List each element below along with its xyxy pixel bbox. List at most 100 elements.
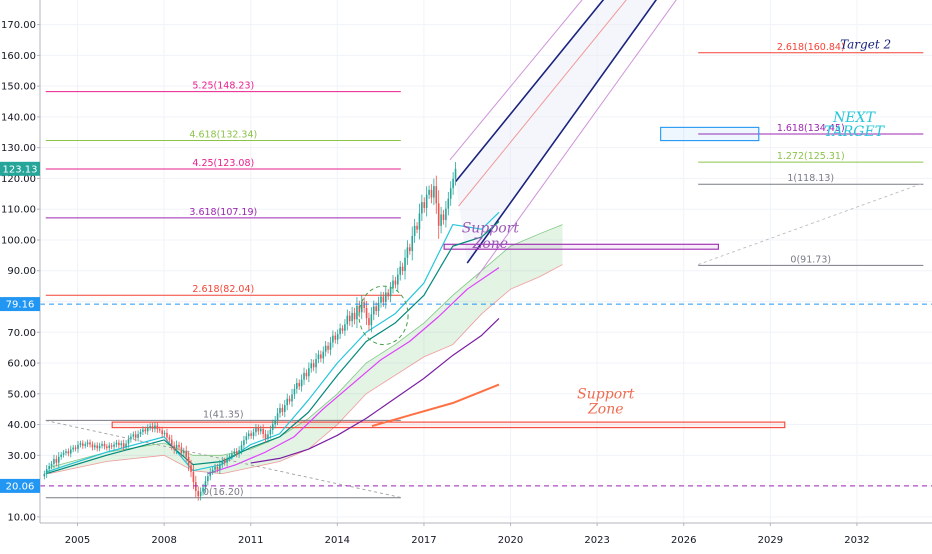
candle-body bbox=[91, 444, 94, 448]
candle-body bbox=[89, 442, 91, 445]
candle-body bbox=[166, 432, 168, 438]
candle-body bbox=[161, 430, 163, 435]
candle-body bbox=[286, 398, 288, 406]
candle-body bbox=[67, 451, 70, 454]
pitchfork-lower-rail[interactable] bbox=[466, 0, 707, 264]
fib-levels[interactable]: 5.25(148.23) 4.618(132.34) 4.25(123.08) 3.6… bbox=[45, 42, 924, 499]
candle-body bbox=[276, 413, 279, 420]
trend-line[interactable] bbox=[45, 420, 401, 498]
x-tick-label: 2023 bbox=[584, 535, 609, 546]
candle-body bbox=[283, 405, 286, 412]
candle-body bbox=[163, 432, 166, 435]
candle-body bbox=[101, 443, 103, 446]
fib-level-label: 4.618(132.34) bbox=[189, 129, 257, 140]
candle-body bbox=[65, 451, 67, 453]
annotation-text[interactable]: NEXT bbox=[832, 110, 876, 126]
candle-body bbox=[351, 312, 353, 322]
candle-body bbox=[305, 372, 308, 377]
x-tick-label: 2008 bbox=[151, 535, 176, 546]
candle-body bbox=[233, 451, 236, 454]
candle-body bbox=[190, 465, 192, 472]
candle-body bbox=[401, 266, 404, 272]
candle-body bbox=[303, 372, 305, 380]
support-zone-box[interactable] bbox=[111, 421, 786, 429]
support-zone-box[interactable] bbox=[660, 126, 760, 142]
candle-body bbox=[50, 463, 53, 467]
candle-body bbox=[397, 274, 399, 285]
candle-body bbox=[406, 247, 409, 258]
candle-body bbox=[250, 433, 252, 436]
candle-body bbox=[411, 235, 414, 252]
pitchfork[interactable] bbox=[449, 0, 727, 279]
pitchfork-outer-upper[interactable] bbox=[449, 0, 641, 161]
pitchfork-upper-rail[interactable] bbox=[455, 0, 661, 183]
candle-body bbox=[279, 407, 281, 414]
x-tick-label: 2011 bbox=[238, 535, 263, 546]
candle-body bbox=[370, 314, 373, 326]
candle-body bbox=[134, 434, 137, 438]
candle-body bbox=[257, 427, 260, 432]
candle-body bbox=[320, 354, 322, 359]
candle-body bbox=[435, 186, 438, 204]
candle-body bbox=[94, 445, 96, 448]
candle-body bbox=[271, 424, 274, 430]
candle-body bbox=[353, 312, 356, 320]
candle-body bbox=[106, 446, 108, 448]
candle-body bbox=[445, 208, 447, 220]
candle-body bbox=[228, 456, 231, 459]
candle-body bbox=[130, 436, 132, 440]
annotation-text[interactable]: Zone bbox=[472, 236, 508, 252]
candle-body bbox=[60, 454, 62, 457]
candle-body bbox=[216, 467, 219, 470]
fib-level-label: 1(41.35) bbox=[203, 409, 244, 420]
pitchfork-median[interactable] bbox=[458, 0, 684, 207]
candle-body bbox=[365, 307, 368, 319]
candle-body bbox=[82, 443, 84, 446]
candle-body bbox=[245, 436, 248, 441]
candle-body bbox=[45, 469, 48, 474]
trend-line[interactable] bbox=[698, 182, 924, 265]
candle-body bbox=[358, 305, 361, 313]
candle-body bbox=[247, 433, 250, 437]
fib-level-label: 1.618(134.45) bbox=[777, 123, 845, 134]
candle-body bbox=[334, 335, 337, 340]
candle-body bbox=[231, 453, 233, 457]
candle-body bbox=[377, 302, 380, 312]
annotation-text[interactable]: Support bbox=[577, 386, 635, 402]
y-tick-label: 170.00 bbox=[1, 20, 36, 31]
price-badge bbox=[0, 478, 40, 493]
highlight-ellipse[interactable] bbox=[358, 285, 409, 346]
candle-body bbox=[384, 292, 387, 303]
annotation-text[interactable]: Support bbox=[462, 221, 520, 237]
support-zone-box[interactable] bbox=[443, 243, 719, 250]
overlays[interactable] bbox=[40, 182, 932, 498]
support-zones[interactable] bbox=[111, 126, 786, 429]
candle-body bbox=[413, 225, 416, 236]
candle-body bbox=[221, 460, 224, 465]
candle-body bbox=[315, 359, 317, 368]
pitchfork-outer-lower[interactable] bbox=[475, 0, 727, 279]
y-tick-label: 40.00 bbox=[7, 420, 36, 431]
y-tick-label: 90.00 bbox=[7, 266, 36, 277]
candle-body bbox=[339, 328, 341, 335]
candle-body bbox=[360, 302, 363, 313]
candle-body bbox=[389, 287, 392, 297]
candle-body bbox=[187, 456, 190, 466]
y-tick-label: 60.00 bbox=[7, 359, 36, 370]
y-tick-label: 150.00 bbox=[1, 82, 36, 93]
candle-body bbox=[240, 445, 243, 451]
candle-body bbox=[327, 345, 329, 350]
candle-body bbox=[178, 444, 180, 448]
candle-body bbox=[96, 445, 99, 449]
annotation-text[interactable]: Target 2 bbox=[840, 38, 891, 52]
annotation-text[interactable]: TARGET bbox=[824, 124, 886, 140]
candle-body bbox=[423, 202, 426, 208]
candle-body bbox=[404, 257, 406, 272]
candle-body bbox=[175, 444, 178, 450]
candle-body bbox=[110, 445, 113, 447]
annotation-text[interactable]: Zone bbox=[587, 401, 623, 417]
candle-body bbox=[115, 442, 118, 445]
